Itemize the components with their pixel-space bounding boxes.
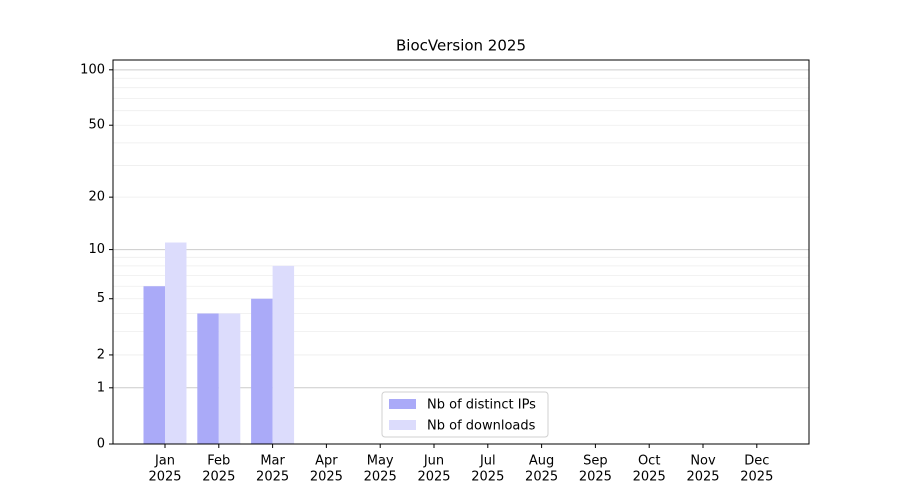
legend-swatch: [389, 420, 416, 430]
x-tick-label: Feb: [207, 454, 230, 469]
chart-title: BiocVersion 2025: [396, 37, 526, 55]
y-tick-label: 5: [97, 291, 105, 306]
x-tick-label: Jul: [479, 454, 496, 469]
x-tick-label: Aug: [529, 454, 554, 469]
x-tick-label: Jan: [154, 454, 175, 469]
x-tick-label: Nov: [690, 454, 716, 469]
x-tick-label: 2025: [256, 470, 289, 485]
x-tick-label: Jun: [423, 454, 444, 469]
bar: [218, 313, 241, 444]
y-tick-label: 50: [88, 118, 105, 133]
bar: [143, 286, 165, 444]
x-tick-label: 2025: [686, 470, 719, 485]
x-tick-label: 2025: [148, 470, 181, 485]
bar: [165, 242, 187, 444]
x-tick-label: Apr: [315, 454, 338, 469]
x-tick-label: Sep: [583, 454, 608, 469]
x-tick-label: 2025: [417, 470, 450, 485]
x-tick-label: 2025: [740, 470, 773, 485]
x-tick-label: 2025: [633, 470, 666, 485]
y-tick-label: 1: [97, 380, 105, 395]
y-tick-label: 0: [97, 437, 105, 452]
legend-swatch: [389, 399, 416, 409]
y-tick-label: 20: [88, 190, 105, 205]
y-tick-label: 2: [97, 347, 105, 362]
x-tick-label: 2025: [525, 470, 558, 485]
y-tick-label: 100: [80, 62, 105, 77]
x-tick-label: 2025: [364, 470, 397, 485]
x-tick-label: 2025: [471, 470, 504, 485]
x-tick-label: Dec: [744, 454, 769, 469]
y-tick-label: 10: [88, 242, 105, 257]
bar: [197, 313, 219, 444]
x-tick-label: 2025: [579, 470, 612, 485]
plot-frame: [112, 59, 810, 445]
bar: [251, 298, 273, 444]
x-tick-label: 2025: [202, 470, 235, 485]
x-tick-label: 2025: [310, 470, 343, 485]
legend-box: [381, 391, 549, 438]
bar: [272, 265, 295, 444]
legend-label: Nb of distinct IPs: [427, 398, 536, 413]
x-tick-label: May: [367, 454, 394, 469]
x-tick-label: Oct: [638, 454, 660, 469]
x-tick-label: Mar: [260, 454, 285, 469]
legend-label: Nb of downloads: [427, 419, 536, 434]
